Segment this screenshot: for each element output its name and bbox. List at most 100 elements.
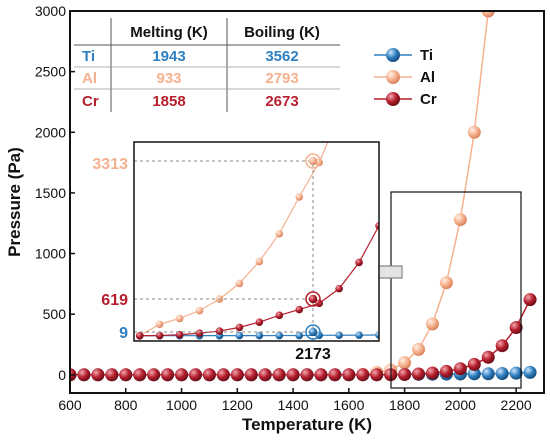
data-point-cr <box>509 321 523 335</box>
x-tick-label: 1200 <box>222 397 253 413</box>
zoom-region-box <box>390 191 522 389</box>
data-point-cr <box>215 327 224 335</box>
data-point-cr <box>147 368 161 382</box>
data-point-cr <box>355 258 363 267</box>
data-point-ti <box>275 331 284 340</box>
data-point-al <box>255 257 264 266</box>
y-tick-label: 0 <box>58 367 66 383</box>
data-point-cr <box>275 311 284 320</box>
series-line-al <box>362 11 489 375</box>
data-point-cr <box>244 368 258 382</box>
data-point-cr <box>216 368 230 382</box>
data-point-cr <box>328 368 342 382</box>
data-point-ti <box>523 365 537 379</box>
data-point-cr <box>412 367 426 381</box>
x-tick-label: 2200 <box>501 397 532 413</box>
legend-marker-ti <box>386 48 400 62</box>
data-point-al <box>275 229 284 238</box>
y-tick-label: 3000 <box>35 3 66 19</box>
data-point-ti <box>295 331 304 340</box>
data-point-cr <box>272 368 286 382</box>
x-axis-label: Temperature (K) <box>242 415 372 434</box>
data-point-al <box>355 54 363 62</box>
data-point-cr <box>135 331 144 340</box>
y-axis-ticks: 0 500 1000 1500 2000 2500 3000 <box>35 3 75 383</box>
data-point-ti <box>235 331 244 340</box>
data-point-cr <box>105 368 119 382</box>
table-row-ti-melting: 1943 <box>152 48 185 65</box>
table-header-boiling: Boiling (K) <box>244 24 320 41</box>
data-point-al <box>481 11 495 18</box>
inset-plot: 3313 619 9 2173 <box>92 54 380 363</box>
data-point-ti <box>481 367 495 381</box>
inset-point-cr <box>308 294 318 304</box>
data-point-ti <box>335 331 343 340</box>
data-point-ti <box>467 367 481 381</box>
data-point-cr <box>300 368 314 382</box>
inset-highlight-ti <box>305 324 321 340</box>
table-row-al-melting: 933 <box>156 70 181 87</box>
x-tick-label: 800 <box>114 397 138 413</box>
data-point-cr <box>342 368 356 382</box>
x-tick-label: 1600 <box>333 397 364 413</box>
data-point-al <box>453 213 467 227</box>
data-point-cr <box>175 330 184 339</box>
data-point-al <box>175 314 184 323</box>
data-point-cr <box>398 367 412 381</box>
data-point-cr <box>295 305 304 314</box>
data-point-cr <box>481 350 495 364</box>
inset-label-2173: 2173 <box>295 346 331 363</box>
inset-background <box>134 142 379 341</box>
x-tick-label: 1800 <box>389 397 420 413</box>
data-point-cr <box>230 368 244 382</box>
legend-label-cr: Cr <box>420 91 437 108</box>
data-point-cr <box>195 329 204 337</box>
data-point-cr <box>453 362 467 376</box>
data-point-cr <box>188 368 202 382</box>
data-point-cr <box>91 368 105 382</box>
main-plot: 600 800 1000 1200 1400 1600 1800 2000 2200 0 500 1… <box>5 3 545 434</box>
data-point-ti <box>375 331 379 339</box>
inset-label-al-3313: 3313 <box>92 156 128 173</box>
table-header-melting: Melting (K) <box>130 24 207 41</box>
inset-highlight-marks <box>134 153 321 341</box>
data-point-cr <box>258 368 272 382</box>
data-point-cr <box>439 364 453 378</box>
inset-point-ti <box>308 327 318 337</box>
data-point-cr <box>335 284 343 293</box>
data-point-cr <box>255 318 264 326</box>
table-row-ti-element: Ti <box>82 48 95 65</box>
y-tick-label: 2500 <box>35 64 66 80</box>
data-point-cr <box>523 293 537 307</box>
data-point-cr <box>356 368 370 382</box>
table-row-cr-element: Cr <box>82 93 99 110</box>
melting-boiling-table: Melting (K) Boiling (K) Ti 1943 3562 Al … <box>74 18 340 112</box>
data-point-cr <box>467 357 481 371</box>
y-axis-label: Pressure (Pa) <box>5 147 24 257</box>
data-point-cr <box>370 368 384 382</box>
data-point-al <box>195 306 204 315</box>
plot-frame <box>69 10 545 394</box>
inset-frame <box>133 141 380 342</box>
inset-highlight-cr <box>305 291 321 307</box>
data-point-cr <box>235 323 244 332</box>
inset-highlight-al <box>305 153 321 169</box>
y-tick-label: 500 <box>43 306 67 322</box>
data-point-cr <box>425 366 439 380</box>
data-point-al <box>335 112 343 120</box>
table-row-cr-melting: 1858 <box>152 93 185 110</box>
data-point-al <box>425 317 439 331</box>
x-tick-label: 600 <box>58 397 82 413</box>
inset-label-ti-9: 9 <box>119 325 128 342</box>
legend-marker-al <box>386 70 400 84</box>
x-tick-label: 2000 <box>445 397 476 413</box>
x-axis-ticks: 600 800 1000 1200 1400 1600 1800 2000 2200 <box>58 388 532 413</box>
main-series-layer <box>70 11 537 382</box>
table-row-cr-boiling: 2673 <box>265 93 298 110</box>
table-row-al-element: Al <box>82 70 97 87</box>
data-point-cr <box>155 331 164 340</box>
legend: Ti Al Cr <box>374 47 437 108</box>
data-point-al <box>295 193 304 201</box>
data-point-al <box>467 125 481 139</box>
data-point-cr <box>175 368 189 382</box>
